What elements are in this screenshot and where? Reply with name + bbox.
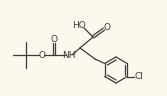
Text: NH: NH — [62, 51, 76, 60]
Text: Cl: Cl — [135, 72, 144, 81]
Text: O: O — [50, 34, 57, 43]
Text: O: O — [39, 51, 45, 60]
Text: HO: HO — [72, 22, 86, 31]
Text: O: O — [104, 22, 111, 31]
